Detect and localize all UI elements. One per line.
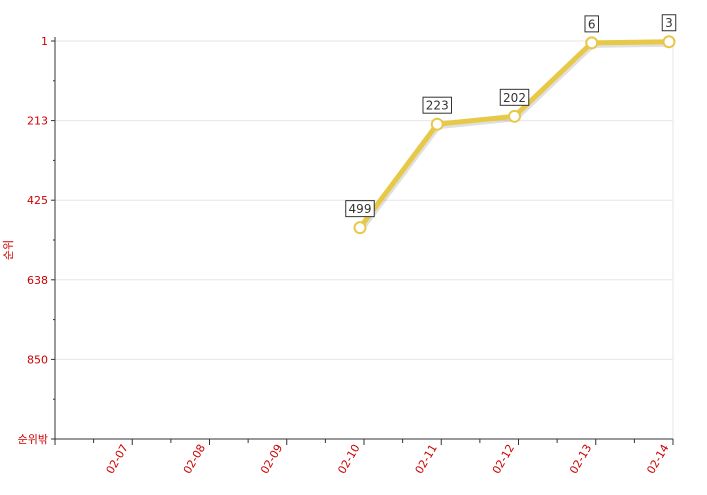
series-lines [357,39,671,232]
data-points [353,35,676,235]
y-tick-label: 1 [41,35,48,48]
x-tick-label: 02-07 [104,442,131,476]
data-label: 6 [588,17,596,31]
data-label: 223 [426,99,449,113]
y-tick-label: 213 [27,115,48,128]
data-point [430,117,444,131]
x-tick-label: 02-08 [181,442,208,476]
data-point [585,36,599,50]
y-axis-title: 순위 [2,240,15,260]
data-label-box [422,96,452,114]
data-label: 499 [349,202,372,216]
x-tick-label: 02-09 [258,442,285,476]
data-point [662,35,676,49]
y-tick-label: 425 [27,194,48,207]
y-tick-label: 638 [27,274,48,287]
x-tick-label: 02-11 [413,442,440,476]
series-line-shadow [358,40,671,232]
data-label-box [584,15,599,33]
data-label-box [345,200,375,218]
y-axis: 1 213 425 638 850 순위밖 [18,35,56,446]
data-label: 3 [665,16,673,30]
data-label-box [499,88,530,106]
x-tick-label: 02-12 [490,442,517,476]
x-tick-label: 02-14 [644,442,671,476]
x-axis: 02-07 02-08 02-09 02-10 02-11 02-12 02-13 02-14 [54,438,674,476]
data-point [508,109,521,123]
y-tick-label: 850 [27,353,48,366]
data-point [353,221,367,235]
grid-lines [55,40,674,439]
data-labels: 499 223 202 6 3 [345,14,677,218]
x-tick-label: 02-13 [567,442,594,476]
data-label-box [661,14,677,32]
data-label: 202 [503,91,526,105]
y-tick-label: 순위밖 [18,433,48,446]
x-tick-label: 02-10 [335,442,362,476]
